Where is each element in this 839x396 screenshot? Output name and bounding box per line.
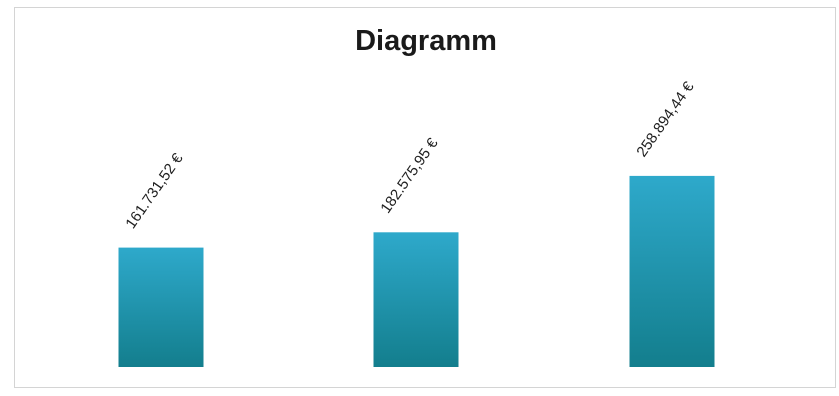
bar-1 bbox=[118, 247, 204, 367]
chart-title: Diagramm bbox=[355, 25, 497, 57]
bar-2 bbox=[373, 232, 459, 367]
data-label-1: 161.731,52 € bbox=[122, 150, 187, 232]
data-labels-layer: 161.731,52 € 182.575,95 € 258.894,44 € bbox=[122, 78, 698, 232]
data-label-2: 182.575,95 € bbox=[377, 135, 442, 217]
data-label-3: 258.894,44 € bbox=[633, 78, 698, 160]
bar-3 bbox=[629, 175, 715, 367]
bars-layer bbox=[118, 175, 715, 367]
